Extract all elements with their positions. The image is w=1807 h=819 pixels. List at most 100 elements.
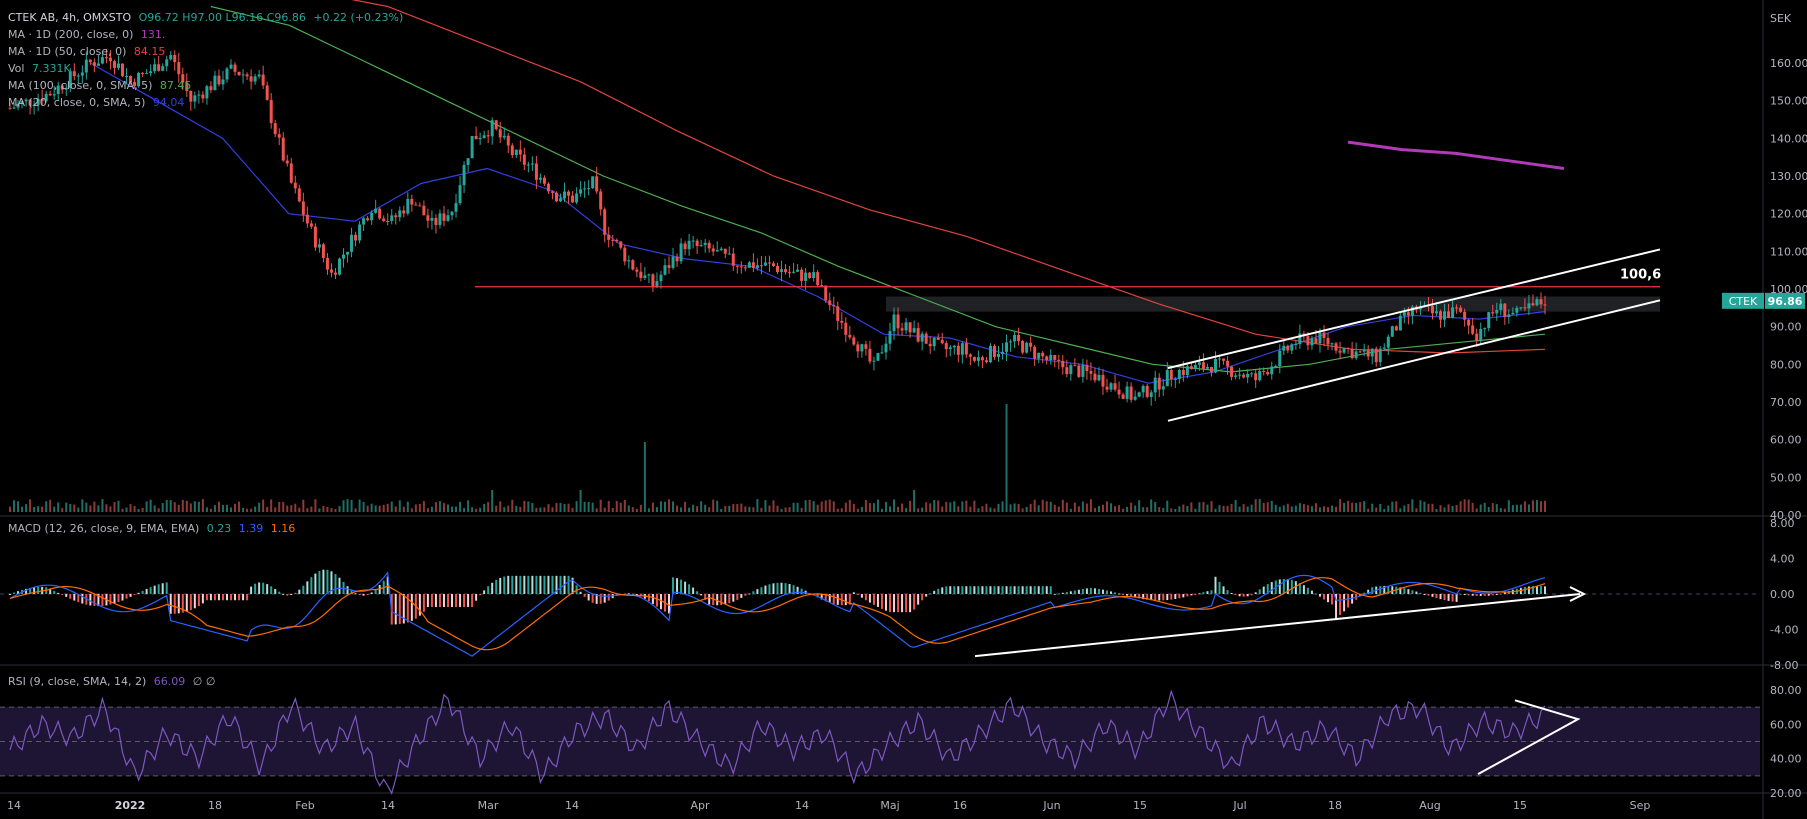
rsi-label: RSI (9, close, SMA, 14, 2): [8, 675, 147, 688]
volume-bar: [1527, 504, 1530, 512]
volume-bar: [121, 508, 124, 512]
candle-body: [1169, 370, 1173, 380]
macd-hist-bar: [217, 594, 220, 601]
volume-bar: [1089, 499, 1092, 512]
volume-bar: [1001, 501, 1004, 512]
candle-body: [703, 242, 707, 246]
candle-body: [217, 75, 221, 85]
volume-bar: [732, 504, 735, 512]
volume-bar: [1314, 503, 1317, 512]
volume-bar: [1447, 504, 1450, 512]
candle-body: [1061, 360, 1065, 368]
volume-bar: [1138, 500, 1141, 512]
indicator-ma50[interactable]: MA · 1D (50, close, 0) 84.15: [8, 43, 403, 60]
candle-body: [1487, 312, 1491, 329]
macd-hist-bar: [868, 594, 871, 603]
candle-body: [771, 263, 775, 267]
macd-hist-bar: [402, 594, 405, 624]
candle-body: [1069, 365, 1073, 374]
indicator-ma20[interactable]: MA (20, close, 0, SMA, 5) 94.04: [8, 94, 403, 111]
candle-body: [293, 182, 297, 189]
volume-bar: [89, 505, 92, 512]
candle-body: [121, 63, 125, 77]
candle-body: [1153, 377, 1157, 393]
candle-body: [546, 183, 550, 192]
candle-body: [1222, 358, 1226, 361]
volume-bar: [41, 506, 44, 512]
candle-body: [350, 234, 354, 252]
macd-hist-bar: [1415, 591, 1418, 594]
candle-body: [141, 72, 145, 74]
volume-bar: [177, 504, 180, 512]
volume-bar: [531, 503, 534, 512]
macd-hist-bar: [1379, 586, 1382, 594]
candle-body: [1386, 336, 1390, 348]
indicator-ma200[interactable]: MA · 1D (200, close, 0) 131.: [8, 26, 403, 43]
volume-bar: [49, 499, 52, 512]
candle-body: [333, 272, 337, 275]
volume-bar: [53, 506, 56, 512]
volume-bars: [9, 404, 1546, 512]
volume-bar: [527, 501, 530, 512]
volume-bar: [1371, 503, 1374, 512]
macd-hist-bar: [61, 594, 64, 595]
candle-body: [269, 99, 273, 124]
macd-hist-bar: [704, 594, 707, 600]
macd-hist-bar: [893, 594, 896, 613]
candle-body: [390, 215, 394, 222]
volume-bar: [1178, 506, 1181, 512]
macd-legend[interactable]: MACD (12, 26, close, 9, EMA, EMA) 0.23 1…: [8, 522, 295, 535]
volume-bar: [515, 505, 518, 512]
candle-body: [550, 191, 554, 193]
macd-hist-bar: [1182, 594, 1185, 598]
macd-hist-bar: [696, 591, 699, 594]
volume-bar: [768, 505, 771, 512]
macd-hist-bar: [1262, 586, 1265, 594]
indicator-volume[interactable]: Vol 7.331K: [8, 60, 403, 77]
volume-bar: [511, 499, 514, 512]
volume-bar: [820, 501, 823, 512]
macd-hist-bar: [1049, 586, 1052, 594]
candle-body: [848, 334, 852, 338]
candle-body: [1073, 365, 1077, 367]
candle-body: [72, 71, 76, 76]
macd-hist-bar: [213, 594, 216, 601]
macd-hist-bar: [973, 586, 976, 594]
rsi-tick-label: 20.00: [1770, 787, 1802, 800]
macd-hist-bar: [101, 594, 104, 606]
macd-hist-bar: [221, 594, 224, 601]
volume-bar: [889, 506, 892, 512]
volume-bar: [957, 506, 960, 512]
macd-hist-bar: [346, 586, 349, 594]
volume-bar: [876, 499, 879, 512]
macd-hist-bar: [800, 588, 803, 594]
volume-bar: [672, 501, 675, 512]
volume-bar: [25, 504, 28, 512]
indicator-ma100[interactable]: MA (100, close, 0, SMA, 5) 87.45: [8, 77, 403, 94]
rsi-legend[interactable]: RSI (9, close, SMA, 14, 2) 66.09 ∅ ∅: [8, 675, 215, 688]
macd-hist-bar: [125, 594, 128, 599]
candle-body: [1025, 342, 1029, 353]
macd-hist-bar: [1017, 586, 1020, 594]
volume-bar: [647, 508, 650, 512]
candle-body: [956, 345, 960, 355]
candle-body: [735, 265, 739, 267]
volume-bar: [1262, 502, 1265, 512]
macd-hist-bar: [1254, 592, 1257, 594]
macd-hist-bar: [1069, 591, 1072, 594]
candle-body: [1366, 349, 1370, 357]
volume-bar: [981, 506, 984, 512]
candle-body: [1266, 372, 1270, 375]
volume-bar: [61, 508, 64, 512]
volume-bar: [575, 501, 578, 512]
macd-hist-bar: [1266, 584, 1269, 594]
candle-body: [430, 217, 434, 221]
volume-bar: [1250, 504, 1253, 512]
volume-bar: [65, 502, 68, 512]
candle-body: [896, 314, 900, 329]
macd-hist-bar: [455, 594, 458, 607]
volume-bar: [189, 503, 192, 512]
candle-body: [1503, 303, 1507, 318]
candle-body: [647, 274, 651, 276]
